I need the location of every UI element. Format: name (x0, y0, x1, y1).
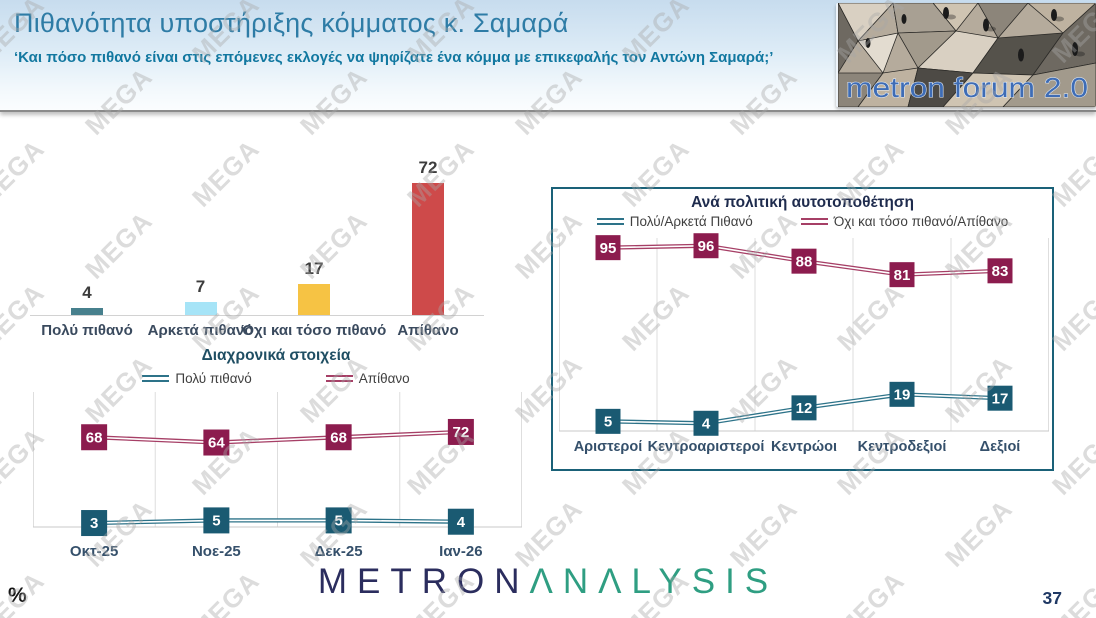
data-point-label-box (595, 235, 621, 261)
bar-value-label: 7 (195, 277, 206, 297)
metron-forum-text: metron forum 2.0 (846, 72, 1088, 103)
trend-line-chart: Διαχρονικά στοιχεία Πολύ πιθανό Απίθανο 3… (30, 345, 522, 577)
bar (71, 307, 103, 315)
data-point-label-box (447, 418, 474, 445)
bar-value-label: 4 (82, 282, 92, 302)
legend-line-marker (325, 375, 353, 382)
plaza-photo: metron forum 2.0 (838, 3, 1096, 107)
bar-value-label: 17 (304, 258, 324, 278)
data-point-value: 3 (90, 515, 98, 532)
x-axis-label: Κεντρώοι (771, 439, 837, 455)
page-title: Πιθανότητα υποστήριξης κόμματος κ. Σαμαρ… (14, 8, 569, 38)
data-point-label-box (889, 262, 915, 288)
data-point-label-box (325, 507, 352, 534)
data-point-label-box (693, 410, 719, 436)
data-point-value: 12 (796, 400, 813, 417)
x-axis-label: Δεξιοί (979, 439, 1021, 455)
political-chart-title: Ανά πολιτική αυτοτοποθέτηση (691, 194, 914, 211)
bar-category-label: Πολύ πιθανό (41, 322, 133, 339)
bar (184, 302, 217, 315)
data-point-label-box (987, 385, 1013, 411)
legend-item: Απίθανο (325, 371, 410, 386)
legend-label: Πολύ/Αρκετά Πιθανό (629, 214, 753, 229)
data-point-label-box (203, 507, 230, 534)
x-axis-label: Κεντροαριστεροί (647, 439, 765, 455)
data-point-value: 4 (702, 415, 711, 432)
x-axis-label: Νοε-25 (191, 543, 241, 560)
data-point-value: 68 (330, 429, 347, 446)
data-point-label-box (595, 408, 621, 434)
data-point-value: 83 (992, 263, 1009, 280)
legend-item: Πολύ/Αρκετά Πιθανό (596, 214, 753, 229)
data-point-label-box (791, 395, 817, 421)
brand-analysis: ΛNΛLYSIS (529, 562, 779, 601)
data-point-value: 81 (894, 267, 911, 284)
bar-category-label: Όχι και τόσο πιθανό (241, 322, 387, 339)
x-axis-label: Κεντροδεξιοί (857, 439, 947, 455)
x-axis-label: Δεκ-25 (314, 543, 363, 560)
data-point-value: 72 (453, 424, 470, 441)
bar (412, 182, 444, 315)
data-point-value: 4 (457, 514, 466, 531)
page-subtitle: ‘Και πόσο πιθανό είναι στις επόμενες εκλ… (14, 49, 774, 66)
data-point-value: 19 (894, 387, 911, 404)
x-axis-label: Οκτ-25 (69, 543, 119, 560)
trend-lines-plot: 3 5 5 4 68 64 68 72 (33, 392, 522, 537)
legend-item: Όχι και τόσο πιθανό/Απίθανο (800, 214, 1009, 229)
likelihood-bar-chart: 4 Πολύ πιθανό 7 Αρκετά πιθανό 17 Όχι και τόσο… (30, 135, 486, 350)
bar-chart-baseline (30, 315, 484, 316)
data-point-value: 68 (86, 429, 103, 446)
bar (298, 283, 330, 315)
data-point-label-box (791, 248, 817, 274)
data-point-label-box (447, 508, 474, 535)
data-point-value: 96 (698, 238, 715, 255)
data-point-value: 95 (600, 240, 617, 257)
data-point-value: 17 (992, 390, 1009, 407)
x-axis-label: Αριστεροί (573, 439, 643, 455)
political-position-chart: Ανά πολιτική αυτοτοποθέτηση Πολύ/Αρκετά … (551, 187, 1054, 471)
legend-item: Πολύ πιθανό (142, 371, 252, 386)
data-point-label-box (693, 233, 719, 259)
metron-forum-badge: metron forum 2.0 (836, 3, 1096, 107)
metron-analysis-logo: METRON ΛNΛLYSIS (0, 562, 1096, 602)
bar-category-label: Απίθανο (397, 322, 459, 339)
data-point-value: 5 (334, 513, 342, 530)
political-chart-legend: Πολύ/Αρκετά Πιθανό Όχι και τόσο πιθανό/Απ… (553, 214, 1052, 229)
data-point-label-box (889, 381, 915, 407)
data-point-value: 64 (208, 435, 225, 452)
data-point-value: 5 (604, 414, 612, 431)
by-political-position-plot: 5 4 12 19 17 95 96 88 81 83 (559, 233, 1049, 436)
pedestrians (865, 7, 1078, 62)
data-point-label-box (325, 424, 352, 451)
x-axis-label: Ιαν-26 (439, 543, 483, 560)
percent-unit-label: % (8, 584, 27, 607)
legend-label: Πολύ πιθανό (175, 371, 252, 386)
data-point-label-box (81, 424, 108, 451)
data-point-label-box (203, 429, 230, 456)
legend-line-marker (142, 375, 170, 382)
data-point-value: 88 (796, 253, 813, 270)
legend-label: Απίθανο (358, 371, 410, 386)
trend-chart-legend: Πολύ πιθανό Απίθανο (30, 371, 522, 386)
page-number: 37 (1042, 588, 1062, 608)
legend-label: Όχι και τόσο πιθανό/Απίθανο (833, 214, 1009, 229)
legend-line-marker (596, 218, 624, 225)
data-point-value: 5 (212, 513, 220, 530)
data-point-label-box (81, 510, 108, 537)
legend-line-marker (800, 218, 828, 225)
bar-value-label: 72 (418, 157, 438, 177)
trend-chart-title: Διαχρονικά στοιχεία (201, 347, 351, 364)
bar-category-label: Αρκετά πιθανό (147, 322, 254, 339)
brand-metron: METRON (317, 562, 530, 601)
data-point-label-box (987, 258, 1013, 284)
